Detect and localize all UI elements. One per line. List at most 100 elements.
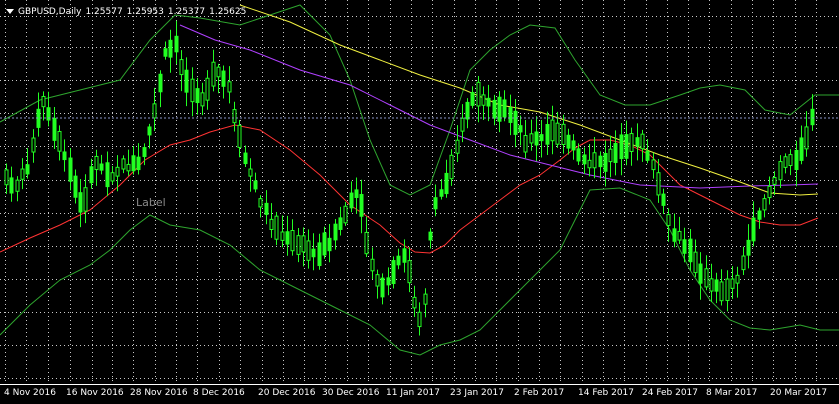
candle-up[interactable] xyxy=(248,168,253,177)
candle-up[interactable] xyxy=(704,268,709,288)
candle-up[interactable] xyxy=(407,260,412,284)
chart-text-label[interactable]: Label xyxy=(136,196,166,209)
candle-down[interactable] xyxy=(285,231,290,245)
candle-down[interactable] xyxy=(751,217,756,242)
candle-down[interactable] xyxy=(492,99,497,119)
candle-down[interactable] xyxy=(168,39,173,58)
candles[interactable] xyxy=(4,20,815,336)
candle-down[interactable] xyxy=(746,239,751,256)
candle-down[interactable] xyxy=(810,108,815,126)
candle-down[interactable] xyxy=(698,263,703,284)
candle-up[interactable] xyxy=(804,126,809,150)
candle-up[interactable] xyxy=(725,278,730,301)
candle-down[interactable] xyxy=(539,134,544,142)
candle-down[interactable] xyxy=(465,101,470,120)
candle-up[interactable] xyxy=(205,77,210,101)
candle-down[interactable] xyxy=(174,35,179,53)
candle-down[interactable] xyxy=(497,96,502,122)
candle-down[interactable] xyxy=(714,279,719,292)
candle-up[interactable] xyxy=(719,281,724,302)
candle-up[interactable] xyxy=(455,139,460,154)
candle-up[interactable] xyxy=(375,274,380,287)
candle-up[interactable] xyxy=(370,258,375,272)
candle-up[interactable] xyxy=(216,66,221,78)
candle-down[interactable] xyxy=(661,193,666,206)
candle-up[interactable] xyxy=(677,230,682,241)
candle-up[interactable] xyxy=(550,119,555,142)
candle-up[interactable] xyxy=(412,296,417,309)
candle-down[interactable] xyxy=(253,180,258,190)
candle-up[interactable] xyxy=(460,117,465,132)
candle-down[interactable] xyxy=(68,157,73,182)
candle-down[interactable] xyxy=(311,248,316,258)
candle-down[interactable] xyxy=(25,164,30,175)
candle-down[interactable] xyxy=(221,70,226,87)
candle-up[interactable] xyxy=(481,94,486,106)
candle-down[interactable] xyxy=(486,97,491,107)
candle-down[interactable] xyxy=(386,277,391,286)
candle-down[interactable] xyxy=(757,210,762,220)
candle-up[interactable] xyxy=(651,159,656,171)
candle-up[interactable] xyxy=(274,215,279,240)
candle-up[interactable] xyxy=(666,214,671,226)
candle-up[interactable] xyxy=(15,179,20,192)
candle-up[interactable] xyxy=(41,96,46,108)
candle-down[interactable] xyxy=(243,152,248,165)
candle-up[interactable] xyxy=(364,231,369,255)
chevron-down-icon[interactable] xyxy=(6,9,14,14)
candle-up[interactable] xyxy=(741,255,746,271)
candle-down[interactable] xyxy=(598,155,603,168)
candle-up[interactable] xyxy=(640,133,645,150)
candle-up[interactable] xyxy=(301,235,306,253)
candle-up[interactable] xyxy=(608,148,613,163)
candle-down[interactable] xyxy=(349,192,354,209)
candle-up[interactable] xyxy=(152,103,157,119)
candle-up[interactable] xyxy=(783,156,788,168)
candle-down[interactable] xyxy=(73,175,78,198)
candle-down[interactable] xyxy=(571,140,576,151)
candle-up[interactable] xyxy=(735,274,740,284)
candle-up[interactable] xyxy=(555,122,560,145)
candle-up[interactable] xyxy=(296,235,301,255)
candle-up[interactable] xyxy=(693,251,698,274)
candle-up[interactable] xyxy=(629,133,634,152)
candle-up[interactable] xyxy=(232,109,237,124)
candle-down[interactable] xyxy=(799,137,804,161)
candle-down[interactable] xyxy=(264,202,269,215)
candle-down[interactable] xyxy=(794,149,799,171)
candle-down[interactable] xyxy=(645,150,650,161)
candle-up[interactable] xyxy=(772,177,777,185)
candle-down[interactable] xyxy=(428,231,433,241)
candle-up[interactable] xyxy=(115,166,120,177)
candle-down[interactable] xyxy=(78,192,83,213)
candle-up[interactable] xyxy=(306,240,311,261)
candle-up[interactable] xyxy=(20,168,25,180)
candle-down[interactable] xyxy=(576,148,581,162)
candle-down[interactable] xyxy=(433,197,438,210)
candle-up[interactable] xyxy=(211,61,216,87)
candle-up[interactable] xyxy=(476,81,481,107)
candle-up[interactable] xyxy=(83,187,88,212)
candle-down[interactable] xyxy=(518,125,523,133)
candle-down[interactable] xyxy=(322,232,327,256)
candle-down[interactable] xyxy=(513,110,518,135)
candle-up[interactable] xyxy=(449,154,454,180)
candle-down[interactable] xyxy=(396,255,401,266)
candle-down[interactable] xyxy=(317,242,322,267)
candle-down[interactable] xyxy=(163,48,168,57)
candle-up[interactable] xyxy=(762,198,767,211)
candle-down[interactable] xyxy=(624,134,629,159)
candle-down[interactable] xyxy=(99,163,104,171)
candle-down[interactable] xyxy=(147,126,152,136)
candle-down[interactable] xyxy=(62,151,67,161)
candle-down[interactable] xyxy=(582,154,587,165)
candle-up[interactable] xyxy=(587,159,592,169)
candle-up[interactable] xyxy=(280,231,285,241)
candle-down[interactable] xyxy=(444,172,449,195)
candle-down[interactable] xyxy=(105,162,110,188)
candle-up[interactable] xyxy=(529,133,534,144)
candle-up[interactable] xyxy=(4,169,9,186)
candle-down[interactable] xyxy=(635,137,640,147)
candle-up[interactable] xyxy=(767,185,772,199)
candle-down[interactable] xyxy=(131,155,136,172)
